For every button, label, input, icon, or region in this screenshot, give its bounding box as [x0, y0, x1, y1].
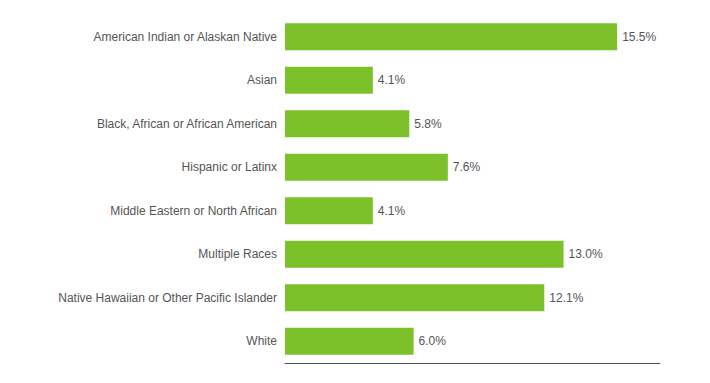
svg-text:12.1%: 12.1% [549, 291, 583, 305]
svg-text:American Indian or Alaskan Nat: American Indian or Alaskan Native [94, 30, 278, 44]
svg-text:4.1%: 4.1% [378, 204, 406, 218]
svg-text:15.5%: 15.5% [622, 30, 656, 44]
svg-text:4.1%: 4.1% [378, 73, 406, 87]
svg-text:Native Hawaiian or Other Pacif: Native Hawaiian or Other Pacific Islande… [58, 291, 277, 305]
svg-text:Hispanic or Latinx: Hispanic or Latinx [182, 160, 277, 174]
svg-text:Middle Eastern or North Africa: Middle Eastern or North African [110, 204, 277, 218]
svg-text:White: White [246, 334, 277, 348]
svg-text:Asian: Asian [247, 73, 277, 87]
svg-text:13.0%: 13.0% [569, 247, 603, 261]
svg-text:5.8%: 5.8% [414, 117, 442, 131]
svg-text:6.0%: 6.0% [419, 334, 447, 348]
svg-text:Multiple Races: Multiple Races [198, 247, 277, 261]
svg-text:7.6%: 7.6% [453, 160, 481, 174]
svg-text:Black, African or African Amer: Black, African or African American [97, 117, 277, 131]
